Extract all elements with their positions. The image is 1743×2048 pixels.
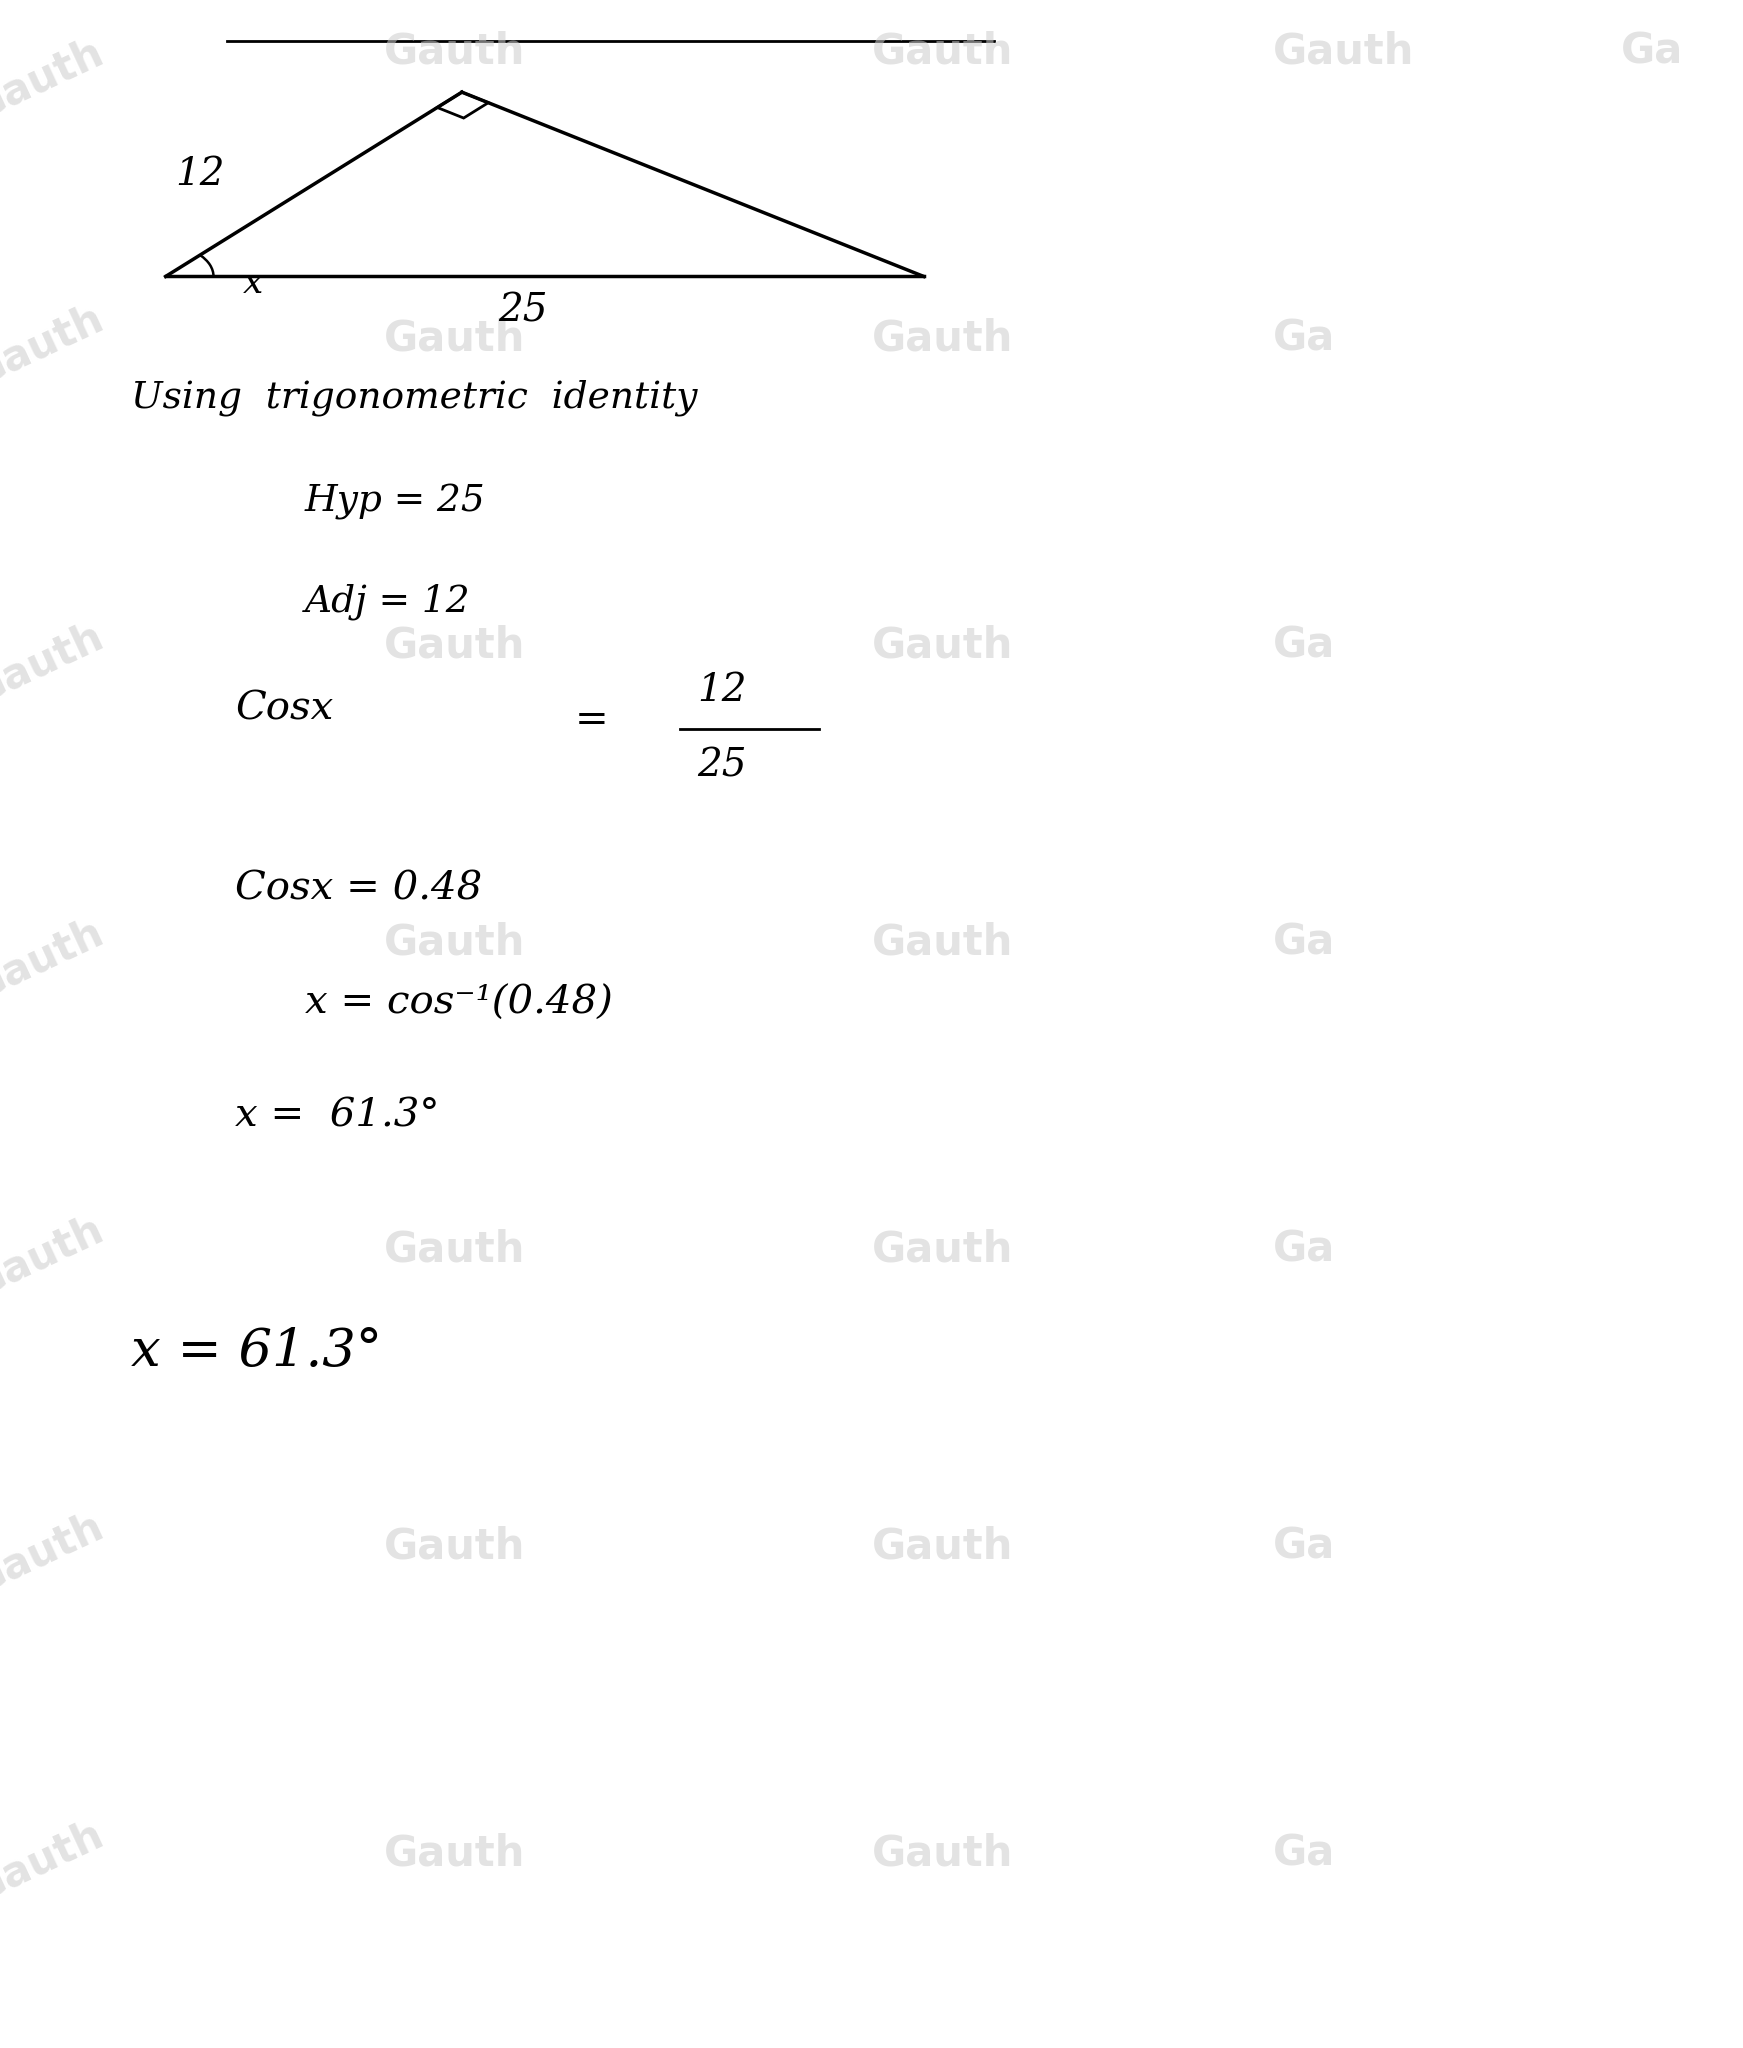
Text: Gauth: Gauth	[872, 625, 1013, 668]
Text: Ga: Ga	[1272, 1229, 1335, 1272]
Text: Gauth: Gauth	[0, 1208, 112, 1307]
Text: 25: 25	[697, 748, 746, 784]
Text: Gauth: Gauth	[872, 31, 1013, 74]
Text: 12: 12	[176, 156, 225, 193]
Text: 12: 12	[697, 672, 746, 709]
Text: =: =	[575, 702, 608, 739]
Text: Cosx = 0.48: Cosx = 0.48	[235, 870, 483, 907]
Text: Gauth: Gauth	[0, 614, 112, 713]
Text: Gauth: Gauth	[0, 31, 112, 129]
Text: Gauth: Gauth	[383, 922, 525, 965]
Text: Gauth: Gauth	[383, 1229, 525, 1272]
Text: x =  61.3°: x = 61.3°	[235, 1098, 439, 1135]
Text: Ga: Ga	[1272, 317, 1335, 360]
Text: Gauth: Gauth	[383, 1526, 525, 1569]
Text: Gauth: Gauth	[1272, 31, 1414, 74]
Text: x: x	[242, 266, 263, 299]
Text: Using  trigonometric  identity: Using trigonometric identity	[131, 379, 697, 416]
Text: Gauth: Gauth	[872, 1229, 1013, 1272]
Text: Gauth: Gauth	[383, 31, 525, 74]
Text: Ga: Ga	[1272, 625, 1335, 668]
Text: Gauth: Gauth	[0, 911, 112, 1010]
Text: Gauth: Gauth	[383, 317, 525, 360]
Text: Gauth: Gauth	[383, 1833, 525, 1876]
Text: Hyp = 25: Hyp = 25	[305, 483, 486, 520]
Text: Gauth: Gauth	[0, 1505, 112, 1604]
Text: x = 61.3°: x = 61.3°	[131, 1327, 382, 1376]
Text: Gauth: Gauth	[0, 297, 112, 395]
Text: Ga: Ga	[1272, 922, 1335, 965]
Text: x = cos⁻¹(0.48): x = cos⁻¹(0.48)	[305, 985, 614, 1022]
Text: Ga: Ga	[1272, 1833, 1335, 1876]
Text: Cosx: Cosx	[235, 690, 333, 727]
Text: Ga: Ga	[1272, 1526, 1335, 1569]
Text: Gauth: Gauth	[383, 625, 525, 668]
Text: Gauth: Gauth	[0, 1812, 112, 1911]
Text: Gauth: Gauth	[872, 317, 1013, 360]
Text: Adj = 12: Adj = 12	[305, 584, 471, 621]
Text: Gauth: Gauth	[872, 1833, 1013, 1876]
Text: Gauth: Gauth	[872, 1526, 1013, 1569]
Text: Gauth: Gauth	[872, 922, 1013, 965]
Text: 25: 25	[498, 293, 547, 330]
Text: Ga: Ga	[1621, 31, 1684, 74]
